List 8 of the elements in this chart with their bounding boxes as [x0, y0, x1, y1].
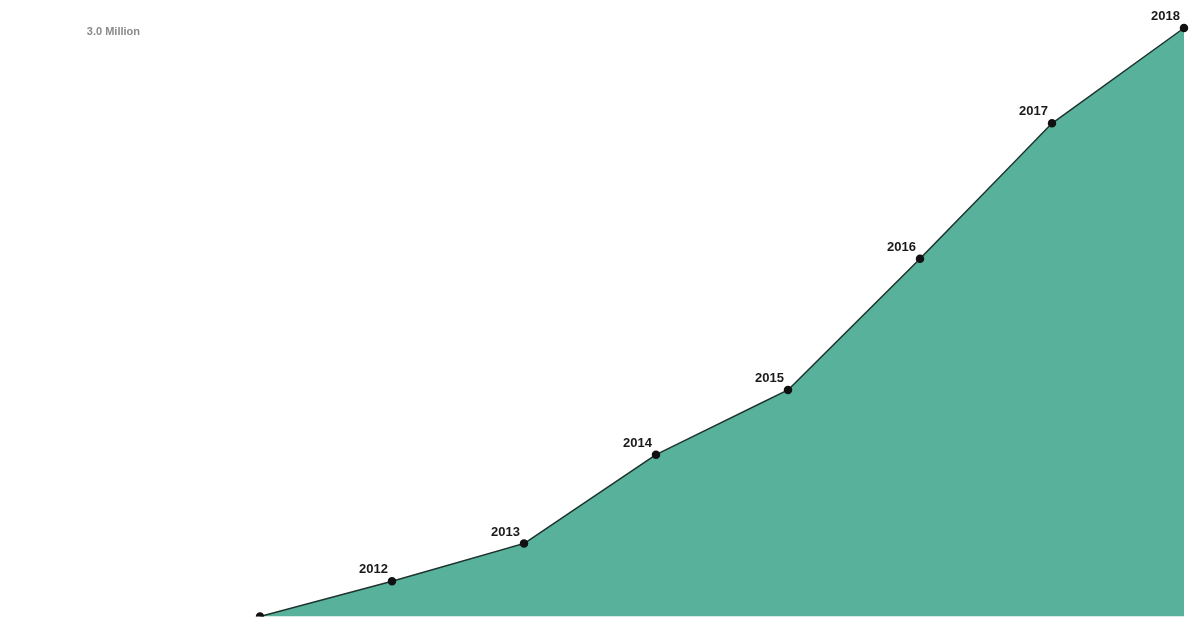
x-tick-label: 2016 — [887, 238, 916, 254]
x-tick-label: 2018 — [1151, 8, 1180, 24]
x-tick-label: 2013 — [491, 523, 520, 539]
x-tick-label: 2015 — [755, 370, 784, 386]
x-tick-label: 2017 — [1019, 103, 1048, 119]
x-tick-label: 2014 — [623, 434, 653, 450]
text: 3.0 Million — [86, 25, 141, 38]
x-tick-label: 2012 — [359, 561, 388, 577]
